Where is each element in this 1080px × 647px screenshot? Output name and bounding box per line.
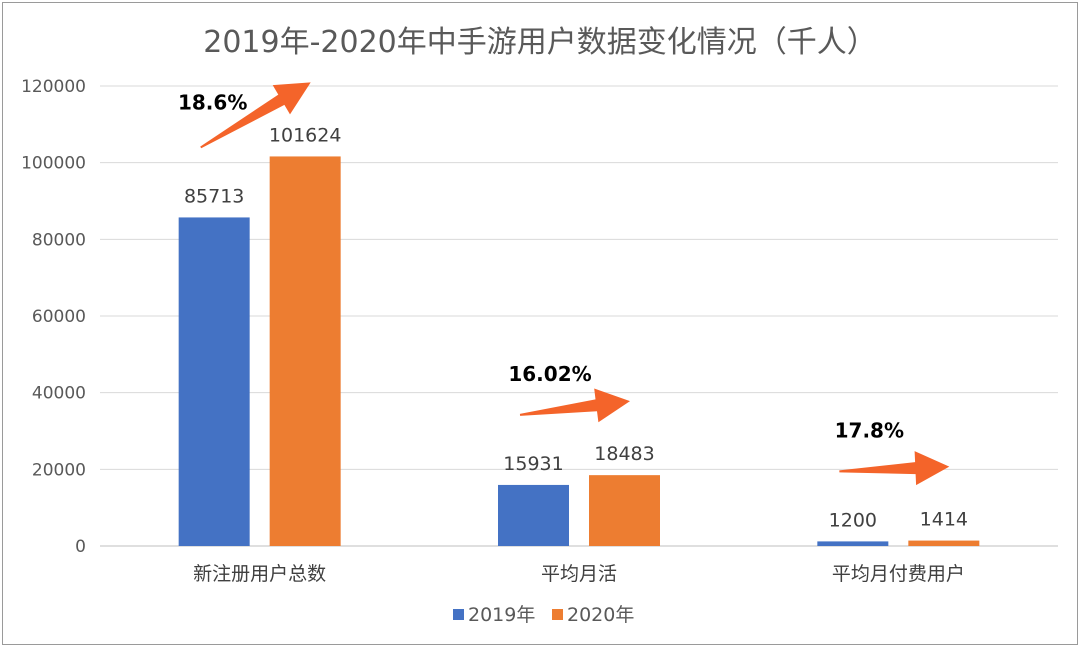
data-label: 1414 — [920, 509, 968, 531]
bar-2019年-新注册用户总数 — [178, 217, 250, 546]
chart-title: 2019年-2020年中手游用户数据变化情况（千人） — [203, 25, 877, 60]
x-category-label: 新注册用户总数 — [193, 563, 326, 585]
growth-arrow-shape — [200, 82, 311, 149]
legend-swatch-2020 — [552, 609, 563, 620]
x-category-label: 平均月活 — [541, 563, 617, 585]
data-labels: 85713 101624 15931 18483 1200 1414 — [184, 124, 968, 531]
bar-2020年-新注册用户总数 — [269, 156, 341, 546]
growth-arrow: 17.8% — [835, 418, 950, 486]
legend-swatch-2019 — [453, 609, 464, 620]
data-label: 15931 — [503, 453, 563, 475]
x-axis: 新注册用户总数 平均月活 平均月付费用户 — [193, 563, 965, 585]
y-tick-label: 40000 — [32, 384, 86, 404]
growth-arrows: 18.6% 16.02% 17.8% — [178, 82, 950, 486]
bar-2019年-平均月付费用户 — [817, 541, 889, 546]
x-category-label: 平均月付费用户 — [832, 563, 965, 585]
growth-arrow: 18.6% — [178, 82, 311, 149]
growth-arrow-shape — [519, 388, 630, 423]
bar-2020年-平均月活 — [589, 475, 660, 546]
legend-label-2020: 2020年 — [567, 604, 634, 626]
bar-2019年-平均月活 — [498, 484, 569, 546]
y-tick-label: 0 — [75, 537, 86, 557]
legend: 2019年 2020年 — [453, 604, 634, 626]
bar-2020年-平均月付费用户 — [908, 540, 980, 546]
y-tick-label: 120000 — [21, 77, 86, 97]
y-tick-label: 100000 — [21, 154, 86, 174]
y-tick-label: 60000 — [32, 307, 86, 327]
data-label: 18483 — [594, 443, 654, 465]
data-label: 101624 — [269, 124, 342, 146]
growth-percent-label: 17.8% — [835, 418, 904, 442]
growth-arrow: 16.02% — [508, 362, 630, 423]
y-tick-label: 80000 — [32, 230, 86, 250]
y-axis: 0 20000 40000 60000 80000 100000 120000 — [21, 77, 86, 557]
bar-series — [178, 156, 980, 546]
y-tick-label: 20000 — [32, 460, 86, 480]
data-label: 85713 — [184, 185, 244, 207]
growth-percent-label: 18.6% — [178, 90, 247, 114]
data-label: 1200 — [829, 509, 877, 531]
legend-label-2019: 2019年 — [468, 604, 535, 626]
growth-arrow-shape — [839, 451, 950, 486]
growth-percent-label: 16.02% — [508, 362, 591, 386]
